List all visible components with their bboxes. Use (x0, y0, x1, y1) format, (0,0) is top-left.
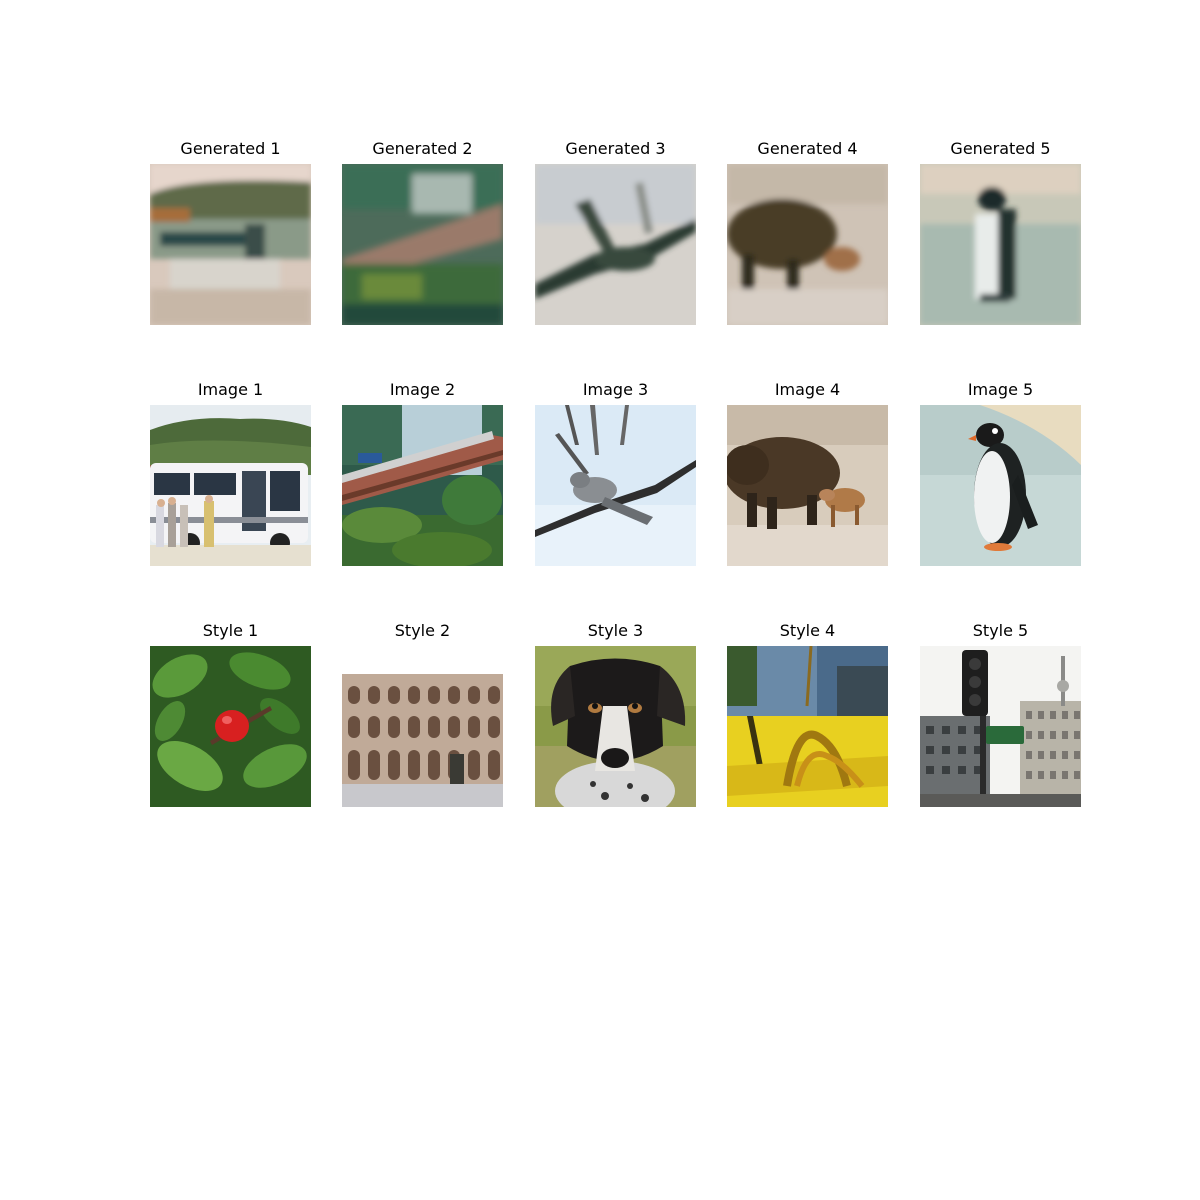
arched-building-image (342, 646, 503, 807)
generated-4-title: Generated 4 (757, 139, 858, 158)
red-berry-leaves-image (150, 646, 311, 807)
boar-image (727, 405, 888, 566)
generated-3-title: Generated 3 (565, 139, 666, 158)
generated-1-title: Generated 1 (180, 139, 281, 158)
blurry-boar-image (727, 164, 888, 325)
blurry-bus-landscape-image (150, 164, 311, 325)
blurry-bridge-forest-image (342, 164, 503, 325)
image-4-title: Image 4 (774, 380, 841, 399)
style-3-title: Style 3 (587, 621, 644, 640)
style-2-title: Style 2 (394, 621, 451, 640)
style-5-title: Style 5 (972, 621, 1029, 640)
image-5-title: Image 5 (967, 380, 1034, 399)
bridge-image (342, 405, 503, 566)
traffic-light-street-image (920, 646, 1081, 807)
penguin-image (920, 405, 1081, 566)
dog-image (535, 646, 696, 807)
generated-2-title: Generated 2 (372, 139, 473, 158)
image-3-title: Image 3 (582, 380, 649, 399)
image-2-title: Image 2 (389, 380, 456, 399)
generated-5-title: Generated 5 (950, 139, 1051, 158)
yellow-object-image (727, 646, 888, 807)
blurry-branch-bird-image (535, 164, 696, 325)
bird-on-branch-image (535, 405, 696, 566)
image-1-title: Image 1 (197, 380, 264, 399)
bus-image (150, 405, 311, 566)
style-1-title: Style 1 (202, 621, 259, 640)
blurry-penguin-image (920, 164, 1081, 325)
style-4-title: Style 4 (779, 621, 836, 640)
